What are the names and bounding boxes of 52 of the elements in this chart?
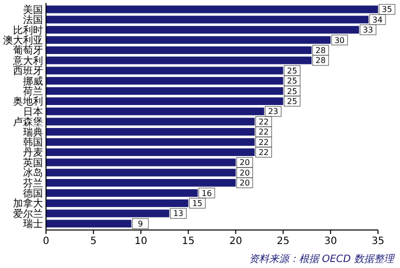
data-label: 22	[258, 148, 269, 158]
data-label: 13	[173, 209, 184, 218]
text: 资料来源：根据 OECD 数据整理	[248, 253, 395, 265]
x-tick-label: 35	[372, 236, 384, 247]
data-label: 22	[258, 138, 269, 147]
x-tick-label: 20	[229, 236, 242, 247]
data-label: 9	[138, 219, 143, 228]
data-label: 28	[316, 56, 326, 66]
y-tick-label: 奥地利	[13, 96, 43, 108]
y-tick-label: 美国	[23, 4, 43, 16]
data-label: 33	[362, 26, 374, 35]
data-label: 20	[240, 168, 250, 178]
y-tick-label: 爱尔兰	[13, 208, 43, 220]
data-label: 25	[287, 96, 298, 106]
data-label: 22	[258, 128, 269, 137]
x-tick-label: 15	[182, 236, 195, 247]
y-tick-label: 加拿大	[13, 198, 43, 210]
data-label: 16	[202, 188, 212, 198]
x-tick-label: 10	[134, 236, 148, 247]
data-label: 34	[372, 15, 383, 24]
y-tick-label: 荷兰	[23, 85, 43, 98]
x-tick-label: 25	[276, 236, 290, 247]
y-tick-label: 葡萄牙	[13, 44, 43, 57]
y-tick-label: 澳大利亚	[3, 34, 43, 46]
y-tick-label: 芬兰	[23, 177, 43, 190]
y-tick-label: 法国	[23, 14, 43, 26]
y-tick-label: 日本	[23, 106, 43, 118]
data-label: 35	[382, 5, 392, 14]
x-tick-label: 0	[42, 236, 50, 247]
y-tick-label: 卢森堡	[13, 116, 43, 128]
data-label: 30	[334, 36, 345, 45]
data-label: 28	[316, 46, 326, 55]
data-label: 22	[258, 117, 269, 126]
y-tick-label: 西班牙	[13, 65, 43, 78]
y-tick-label: 冰岛	[23, 167, 43, 180]
x-tick-label: 30	[324, 236, 337, 247]
x-tick-label: 5	[90, 236, 97, 247]
y-tick-label: 比利时	[13, 24, 43, 36]
y-tick-label: 丹麦	[23, 146, 43, 159]
data-label: 25	[287, 86, 298, 96]
y-tick-label: 意大利	[12, 54, 43, 67]
y-tick-label: 瑞典	[23, 126, 43, 138]
data-label: 23	[268, 107, 278, 116]
data-label: 25	[287, 66, 298, 76]
y-tick-label: 挪威	[23, 75, 43, 88]
y-tick-label: 德国	[23, 188, 43, 200]
data-label: 20	[240, 158, 250, 168]
data-label: 15	[192, 199, 202, 208]
y-tick-label: 瑞士	[23, 218, 43, 230]
y-tick-label: 英国	[23, 156, 43, 169]
data-label: 20	[240, 178, 250, 188]
data-label: 25	[287, 76, 298, 86]
